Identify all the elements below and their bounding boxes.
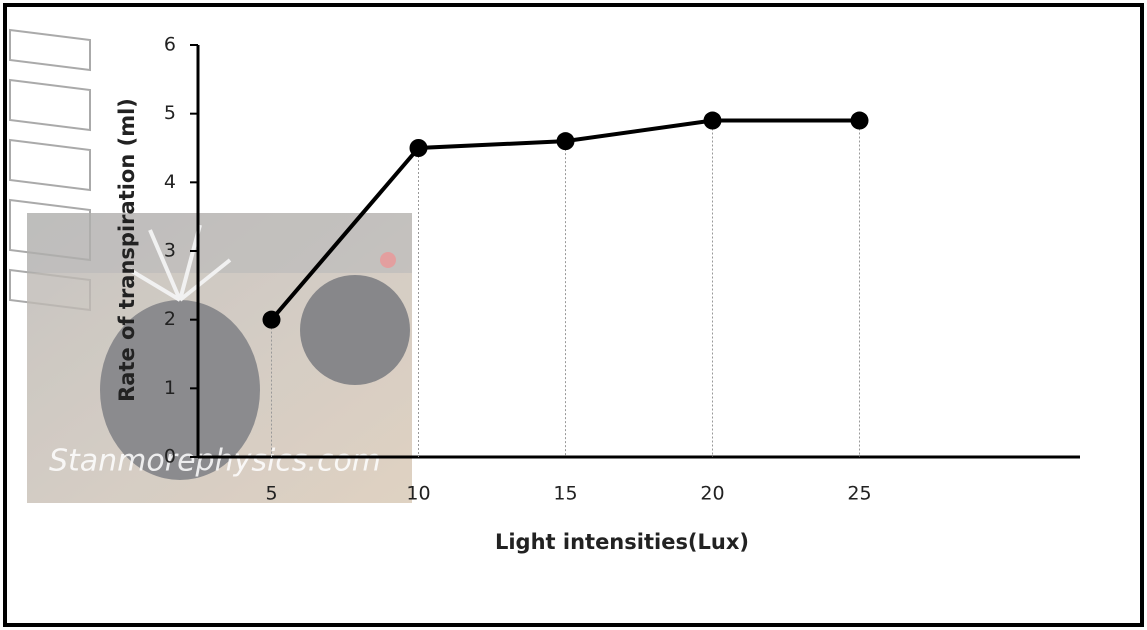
y-tick-label: 1 — [164, 377, 176, 399]
y-tick-label: 3 — [164, 240, 176, 262]
page: Stanmorephysics.com Light intensities(Lu… — [0, 0, 1147, 630]
y-tick-label: 4 — [164, 171, 176, 193]
y-tick-label: 6 — [164, 34, 176, 56]
data-point — [410, 139, 428, 157]
x-tick-label: 10 — [406, 483, 430, 505]
chart: Stanmorephysics.com Light intensities(Lu… — [0, 0, 1147, 630]
data-point — [263, 311, 281, 329]
data-point — [704, 112, 722, 130]
x-tick-label: 20 — [700, 483, 724, 505]
x-tick-label: 5 — [265, 483, 277, 505]
x-tick-label: 25 — [847, 483, 871, 505]
y-tick-label: 2 — [164, 308, 176, 330]
x-tick-label: 15 — [553, 483, 577, 505]
data-point — [851, 112, 869, 130]
watermark: Stanmorephysics.com — [49, 444, 381, 479]
x-axis-title: Light intensities(Lux) — [495, 530, 749, 554]
y-tick-label: 0 — [164, 446, 176, 468]
data-point — [557, 132, 575, 150]
y-tick-label: 5 — [164, 102, 176, 124]
y-axis-title: Rate of transpiration (ml) — [115, 98, 139, 402]
